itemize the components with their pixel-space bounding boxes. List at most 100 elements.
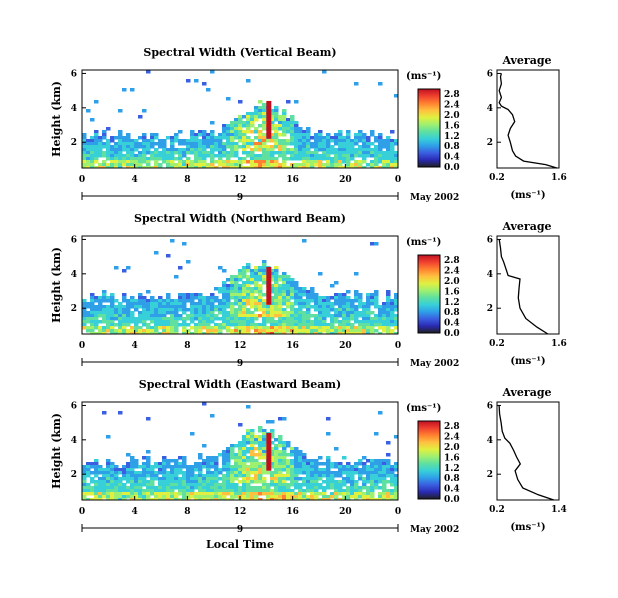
- heatmap-cell: [242, 266, 247, 270]
- heatmap-cell: [242, 486, 247, 490]
- heatmap-cell: [214, 287, 219, 291]
- heatmap-cell: [394, 486, 398, 490]
- heatmap-cell: [206, 299, 211, 303]
- heatmap-cell: [366, 459, 371, 463]
- heatmap-cell: [170, 477, 175, 481]
- heatmap-cell: [262, 432, 267, 436]
- heatmap-cell: [358, 136, 363, 140]
- heatmap-cell: [302, 498, 307, 500]
- heatmap-cell: [386, 296, 391, 300]
- heatmap-cell: [282, 450, 287, 454]
- heatmap-cell: [286, 124, 291, 128]
- y-tick-label: 6: [71, 69, 77, 79]
- heatmap-cell: [278, 275, 283, 279]
- heatmap-cell: [310, 498, 315, 500]
- heatmap-cell: [286, 453, 291, 457]
- heatmap-cell: [314, 163, 319, 167]
- heatmap-cell: [102, 492, 107, 496]
- heatmap-cell: [266, 483, 271, 487]
- heatmap-cell: [314, 326, 319, 330]
- heatmap-cell: [126, 148, 131, 152]
- heatmap-cell: [350, 492, 355, 496]
- heatmap-cell: [278, 287, 283, 291]
- heatmap-cell: [118, 314, 123, 318]
- heatmap-cell: [330, 136, 335, 140]
- x-tick-label: 0: [79, 175, 85, 185]
- heatmap-cell: [302, 477, 307, 481]
- heatmap-cell: [382, 166, 387, 168]
- heatmap-cell: [390, 163, 395, 167]
- heatmap-cell: [390, 157, 395, 161]
- heatmap-cell: [254, 495, 259, 499]
- heatmap-cell: [342, 299, 347, 303]
- heatmap-cell: [386, 468, 391, 472]
- heatmap-cell: [342, 148, 347, 152]
- heatmap-cell: [238, 456, 243, 460]
- heatmap-cell: [214, 459, 219, 463]
- heatmap-cell: [86, 148, 91, 152]
- heatmap-cell: [286, 495, 291, 499]
- heatmap-cell: [246, 435, 251, 439]
- heatmap-cell: [394, 151, 398, 155]
- heatmap-cell: [238, 296, 243, 300]
- heatmap-cell: [214, 308, 219, 312]
- heatmap-cell: [262, 278, 267, 282]
- heatmap-cell: [122, 136, 127, 140]
- heatmap-cell: [274, 299, 279, 303]
- heatmap-cell: [366, 326, 371, 330]
- heatmap-cell: [142, 296, 147, 300]
- heatmap-cell: [94, 311, 99, 315]
- heatmap-cell: [246, 118, 251, 122]
- heatmap-cell: [310, 468, 315, 472]
- heatmap-cell: [390, 477, 395, 481]
- heatmap-cell: [302, 495, 307, 499]
- heatmap-cell: [354, 148, 359, 152]
- heatmap-cell: [86, 163, 91, 167]
- heatmap-cell: [278, 154, 283, 158]
- heatmap-cell: [174, 483, 179, 487]
- heatmap-cell: [282, 127, 287, 131]
- heatmap-cell: [134, 332, 139, 334]
- heatmap-cell: [318, 486, 323, 490]
- heatmap-cell: [338, 133, 343, 137]
- heatmap-cell: [246, 447, 251, 451]
- heatmap-cell: [86, 489, 91, 493]
- heatmap-cell: [226, 471, 231, 475]
- heatmap-cell: [378, 311, 383, 315]
- heatmap-cell: [366, 163, 371, 167]
- heatmap-cell: [206, 320, 211, 324]
- heatmap-cell: [126, 139, 131, 143]
- heatmap-cell: [262, 302, 267, 306]
- heatmap-cell: [238, 489, 243, 493]
- heatmap-cell: [286, 465, 291, 469]
- heatmap-cell: [270, 435, 275, 439]
- heatmap-cell: [222, 284, 227, 288]
- heatmap-cell: [202, 459, 207, 463]
- heatmap-cell: [282, 154, 287, 158]
- heatmap-cell: [142, 139, 147, 143]
- heatmap-cell: [210, 305, 215, 309]
- heatmap-cell: [350, 317, 355, 321]
- heatmap-cell: [282, 462, 287, 466]
- heatmap-cell: [202, 402, 207, 406]
- heatmap-cell: [370, 323, 375, 327]
- heatmap-cell: [262, 453, 267, 457]
- heatmap-cell: [234, 130, 239, 134]
- colorbar-tick-label: 2.0: [444, 277, 460, 287]
- heatmap-cell: [262, 133, 267, 137]
- heatmap-cell: [354, 133, 359, 137]
- heatmap-cell: [318, 272, 323, 276]
- heatmap-cell: [394, 465, 398, 469]
- heatmap-cell: [246, 127, 251, 131]
- panel-vertical-beam: Spectral Width (Vertical Beam) 0 4 8 12 16 20…: [50, 46, 567, 203]
- heatmap-cell: [382, 139, 387, 143]
- heatmap-cell: [366, 323, 371, 327]
- heatmap-cell: [210, 121, 215, 125]
- heatmap-cell: [150, 305, 155, 309]
- heatmap-cell: [258, 287, 263, 291]
- heatmap-cell: [302, 326, 307, 330]
- heatmap-cell: [350, 305, 355, 309]
- heatmap-cell: [190, 480, 195, 484]
- heatmap-cell: [326, 471, 331, 475]
